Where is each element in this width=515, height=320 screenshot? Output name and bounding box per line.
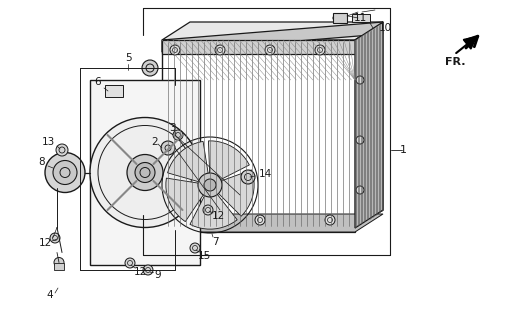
Circle shape xyxy=(190,243,200,253)
Polygon shape xyxy=(209,141,249,180)
Text: 14: 14 xyxy=(259,169,271,179)
Bar xyxy=(333,13,347,23)
Polygon shape xyxy=(166,178,204,222)
Text: 1: 1 xyxy=(400,145,406,155)
Circle shape xyxy=(198,173,222,197)
Circle shape xyxy=(185,215,195,225)
Circle shape xyxy=(53,161,77,185)
Text: 4: 4 xyxy=(47,290,54,300)
Bar xyxy=(90,80,200,265)
Circle shape xyxy=(215,45,225,55)
Text: 12: 12 xyxy=(39,238,52,248)
Circle shape xyxy=(356,136,364,144)
Text: FR.: FR. xyxy=(445,57,465,67)
Text: 12: 12 xyxy=(211,211,225,221)
Text: 6: 6 xyxy=(95,77,101,87)
Circle shape xyxy=(135,163,155,182)
Circle shape xyxy=(143,265,153,275)
Circle shape xyxy=(56,144,68,156)
Circle shape xyxy=(203,205,213,215)
Circle shape xyxy=(54,258,64,268)
Polygon shape xyxy=(162,22,383,40)
Polygon shape xyxy=(162,40,355,228)
Circle shape xyxy=(125,258,135,268)
Circle shape xyxy=(356,76,364,84)
Circle shape xyxy=(255,215,265,225)
Bar xyxy=(105,85,123,97)
Circle shape xyxy=(127,155,163,190)
Text: 3: 3 xyxy=(169,123,175,133)
Circle shape xyxy=(161,141,175,155)
Bar xyxy=(162,40,355,54)
Polygon shape xyxy=(355,22,383,228)
Polygon shape xyxy=(355,22,383,228)
Bar xyxy=(352,14,370,22)
Ellipse shape xyxy=(333,14,347,22)
Circle shape xyxy=(50,233,60,243)
Text: 13: 13 xyxy=(41,137,55,147)
Circle shape xyxy=(142,60,158,76)
Text: 9: 9 xyxy=(154,270,161,280)
Text: 7: 7 xyxy=(212,237,218,247)
Text: 5: 5 xyxy=(125,53,131,63)
Circle shape xyxy=(241,170,255,184)
Circle shape xyxy=(90,117,200,228)
Circle shape xyxy=(265,45,275,55)
Circle shape xyxy=(356,186,364,194)
Text: 2: 2 xyxy=(152,137,158,147)
Text: 10: 10 xyxy=(379,23,391,33)
Polygon shape xyxy=(217,170,254,216)
Bar xyxy=(162,218,355,232)
Circle shape xyxy=(173,130,183,140)
Text: 8: 8 xyxy=(39,157,45,167)
Circle shape xyxy=(170,45,180,55)
Circle shape xyxy=(45,153,85,193)
Polygon shape xyxy=(162,214,383,232)
Text: 11: 11 xyxy=(353,13,367,23)
Polygon shape xyxy=(190,193,237,229)
Circle shape xyxy=(315,45,325,55)
Circle shape xyxy=(204,179,216,191)
Polygon shape xyxy=(167,141,209,182)
Circle shape xyxy=(325,215,335,225)
Bar xyxy=(54,262,64,269)
Polygon shape xyxy=(162,22,383,52)
Text: 12: 12 xyxy=(133,267,147,277)
Circle shape xyxy=(142,192,158,208)
Text: 15: 15 xyxy=(197,251,211,261)
